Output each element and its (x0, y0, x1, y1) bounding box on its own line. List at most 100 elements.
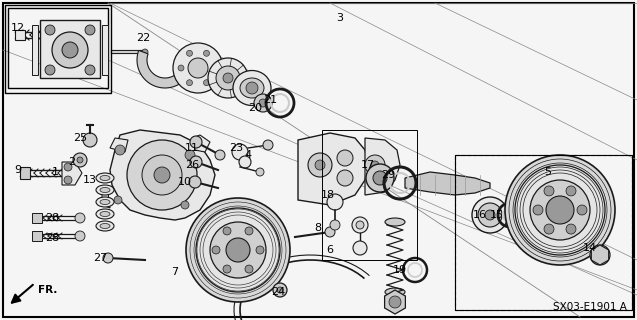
Circle shape (181, 201, 189, 209)
Text: SX03-E1901 A: SX03-E1901 A (553, 302, 627, 312)
Circle shape (245, 265, 253, 273)
Circle shape (216, 66, 240, 90)
Text: 5: 5 (545, 167, 552, 177)
Text: 4: 4 (245, 150, 252, 160)
Circle shape (85, 65, 95, 75)
Circle shape (353, 241, 367, 255)
Polygon shape (385, 290, 405, 314)
Circle shape (85, 25, 95, 35)
Text: 26: 26 (185, 160, 199, 170)
Ellipse shape (100, 223, 110, 228)
Text: 15: 15 (490, 210, 504, 220)
Text: 21: 21 (263, 95, 277, 105)
Circle shape (223, 73, 233, 83)
Text: 27: 27 (93, 253, 107, 263)
Ellipse shape (233, 70, 271, 106)
Polygon shape (192, 135, 210, 152)
Ellipse shape (96, 209, 114, 219)
Polygon shape (20, 167, 30, 179)
Polygon shape (32, 231, 42, 241)
Circle shape (73, 153, 87, 167)
Circle shape (245, 227, 253, 235)
Circle shape (485, 210, 495, 220)
Bar (322, 130, 417, 260)
Circle shape (62, 42, 78, 58)
Ellipse shape (100, 199, 110, 204)
Circle shape (366, 164, 394, 192)
Polygon shape (62, 162, 82, 185)
Circle shape (239, 156, 251, 168)
Polygon shape (40, 20, 100, 78)
Text: 17: 17 (361, 160, 375, 170)
Circle shape (371, 161, 379, 169)
Circle shape (256, 246, 264, 254)
Circle shape (315, 160, 325, 170)
Circle shape (365, 155, 385, 175)
Circle shape (330, 220, 340, 230)
Text: 25: 25 (73, 133, 87, 143)
Circle shape (103, 253, 113, 263)
Circle shape (127, 140, 197, 210)
Ellipse shape (96, 197, 114, 207)
Circle shape (337, 170, 353, 186)
Ellipse shape (240, 78, 264, 98)
Text: 29: 29 (381, 170, 395, 180)
Text: 8: 8 (315, 223, 322, 233)
Circle shape (190, 156, 202, 168)
Circle shape (45, 65, 55, 75)
Text: 14: 14 (583, 243, 597, 253)
Text: 24: 24 (271, 287, 285, 297)
Text: 28: 28 (45, 233, 59, 243)
Polygon shape (32, 213, 42, 223)
Circle shape (154, 167, 170, 183)
Circle shape (533, 205, 543, 215)
Circle shape (142, 155, 182, 195)
Circle shape (356, 221, 364, 229)
Circle shape (178, 65, 184, 71)
Circle shape (114, 196, 122, 204)
Text: 2: 2 (68, 157, 76, 167)
Circle shape (373, 171, 387, 185)
Circle shape (223, 265, 231, 273)
Circle shape (190, 136, 202, 148)
Polygon shape (110, 130, 215, 220)
Circle shape (189, 176, 201, 188)
Circle shape (389, 296, 401, 308)
Bar (455, 155, 632, 310)
Circle shape (577, 205, 587, 215)
Polygon shape (405, 172, 490, 195)
Text: 11: 11 (185, 143, 199, 153)
Circle shape (185, 150, 195, 160)
Circle shape (590, 245, 610, 265)
Circle shape (203, 80, 210, 86)
Text: 28: 28 (45, 213, 59, 223)
Text: 12: 12 (11, 23, 25, 33)
Ellipse shape (100, 175, 110, 180)
Circle shape (196, 208, 280, 292)
Polygon shape (298, 133, 368, 205)
Circle shape (337, 150, 353, 166)
Circle shape (187, 50, 192, 56)
Circle shape (544, 224, 554, 234)
Text: 18: 18 (321, 190, 335, 200)
Text: 1: 1 (52, 167, 59, 177)
Circle shape (223, 227, 231, 235)
Circle shape (226, 238, 250, 262)
Text: 13: 13 (83, 175, 97, 185)
Circle shape (45, 25, 55, 35)
Circle shape (263, 140, 273, 150)
Circle shape (208, 58, 248, 98)
Circle shape (566, 186, 576, 196)
Ellipse shape (96, 185, 114, 195)
Polygon shape (15, 30, 25, 40)
Circle shape (212, 65, 218, 71)
Circle shape (212, 246, 220, 254)
Bar (5, 5, 111, 93)
Circle shape (246, 82, 258, 94)
Ellipse shape (100, 188, 110, 193)
Circle shape (83, 133, 97, 147)
Text: 16: 16 (473, 210, 487, 220)
Circle shape (566, 224, 576, 234)
Circle shape (505, 155, 615, 265)
Polygon shape (102, 188, 110, 208)
